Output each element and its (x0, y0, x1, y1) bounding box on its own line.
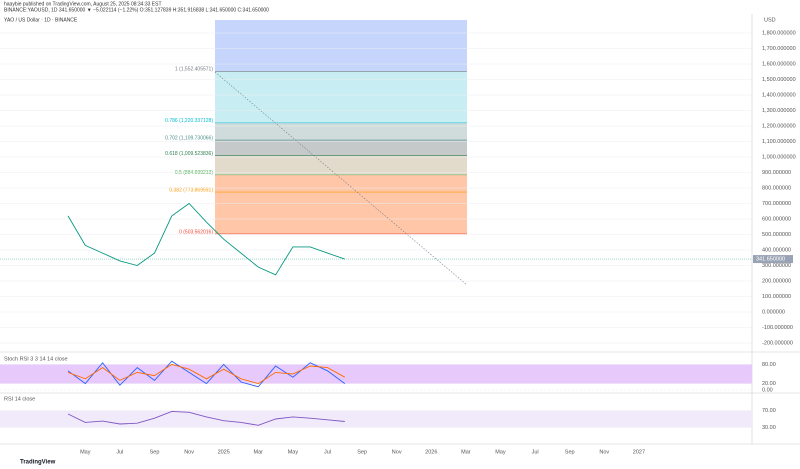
fib-label: 0.786 (1,220.337128) (165, 118, 213, 124)
fib-label: 0.382 (773.869591) (169, 187, 213, 193)
series-line (67, 360, 346, 388)
y-tick-label: 1,400.000000 (762, 92, 796, 98)
x-tick-label: Jul (324, 449, 331, 455)
x-tick-label: May (288, 449, 299, 455)
fib-band (215, 174, 467, 193)
y-tick-label: 900.000000 (762, 170, 791, 176)
fib-label: 0.702 (1,109.730066) (165, 135, 213, 141)
fib-label: 0.5 (884.699213) (175, 170, 213, 176)
x-tick-label: May (495, 449, 506, 455)
series-line (67, 202, 345, 276)
band (0, 410, 752, 428)
x-tick-label: May (80, 449, 91, 455)
legend: YAO / US Dollar · 1D · BINANCE (4, 17, 78, 23)
x-tick-label: Sep (357, 449, 367, 455)
fib-label: 0 (503.562016) (179, 229, 213, 235)
x-tick-label: 2026 (425, 449, 437, 455)
y-tick-label: 1,300.000000 (762, 108, 796, 114)
x-tick-label: Mar (461, 449, 471, 455)
y-tick-label: 100.000000 (762, 294, 791, 300)
y-tick-label: -100.000000 (762, 325, 793, 331)
fib-label: 1 (1,552.405571) (175, 67, 213, 73)
price-tag (753, 255, 793, 264)
y-tick-label: 400.000000 (762, 247, 791, 253)
x-tick-label: 2027 (633, 449, 645, 455)
axis-label: USD (764, 17, 776, 23)
series-line (67, 363, 346, 385)
y-tick-label: 1,000.000000 (762, 154, 796, 160)
y-tick-label: 1,600.000000 (762, 61, 796, 67)
brand: TradingView (20, 460, 56, 466)
y-tick-label: 500.000000 (762, 232, 791, 238)
x-tick-label: Jul (116, 449, 123, 455)
y-tick-label: -200.000000 (762, 340, 793, 346)
y-tick-label: 700.000000 (762, 201, 791, 207)
band (0, 364, 752, 384)
x-tick-label: Sep (150, 449, 160, 455)
y-tick-label: 1,200.000000 (762, 123, 796, 129)
y-tick-label: 70.00 (762, 408, 776, 414)
pane-title: Stoch RSI 3 3 14 14 close (4, 356, 68, 362)
symbol-line: BINANCE:YAOUSD, 1D 341.650000 ▼ −5.02211… (4, 7, 269, 13)
fib-band (215, 140, 467, 156)
y-tick-label: 800.000000 (762, 185, 791, 191)
fib-band (215, 192, 467, 234)
y-tick-label: 600.000000 (762, 216, 791, 222)
fib-band (215, 122, 467, 141)
fib-group: 1 (1,552.405571) 0.786 (1,220.337128) 0.70… (165, 20, 467, 235)
fib-band (215, 71, 467, 123)
y-tick-label: 1,700.000000 (762, 46, 796, 52)
y-tick-label: 1,500.000000 (762, 77, 796, 83)
series-line (67, 410, 345, 426)
y-tick-label: 0.000000 (762, 309, 785, 315)
y-tick-label: 1,100.000000 (762, 139, 796, 145)
x-tick-label: Mar (254, 449, 264, 455)
x-tick-label: Nov (184, 449, 194, 455)
y-tick-label: 0.00 (762, 387, 773, 393)
x-tick-label: Nov (599, 449, 609, 455)
trend-line (214, 71, 468, 286)
y-tick-label: 80.00 (762, 362, 776, 368)
x-tick-label: Sep (565, 449, 575, 455)
y-tick-label: 30.00 (762, 425, 776, 431)
y-tick-label: 1,800.000000 (762, 30, 796, 36)
y-tick-label: 200.000000 (762, 278, 791, 284)
pane-title: RSI 14 close (4, 396, 35, 402)
price-label: 341.650000 (756, 257, 785, 263)
y-tick-label: 20.00 (762, 381, 776, 387)
fib-band (215, 20, 467, 72)
x-tick-label: Jul (532, 449, 539, 455)
x-tick-label: Nov (392, 449, 402, 455)
author-line: haaybie published on TradingView.com, Au… (4, 1, 162, 7)
fib-band (215, 155, 467, 175)
x-tick-label: 2025 (218, 449, 230, 455)
y-tick-label: 300.000000 (762, 263, 791, 269)
fib-label: 0.618 (1,009.523836) (165, 151, 213, 157)
